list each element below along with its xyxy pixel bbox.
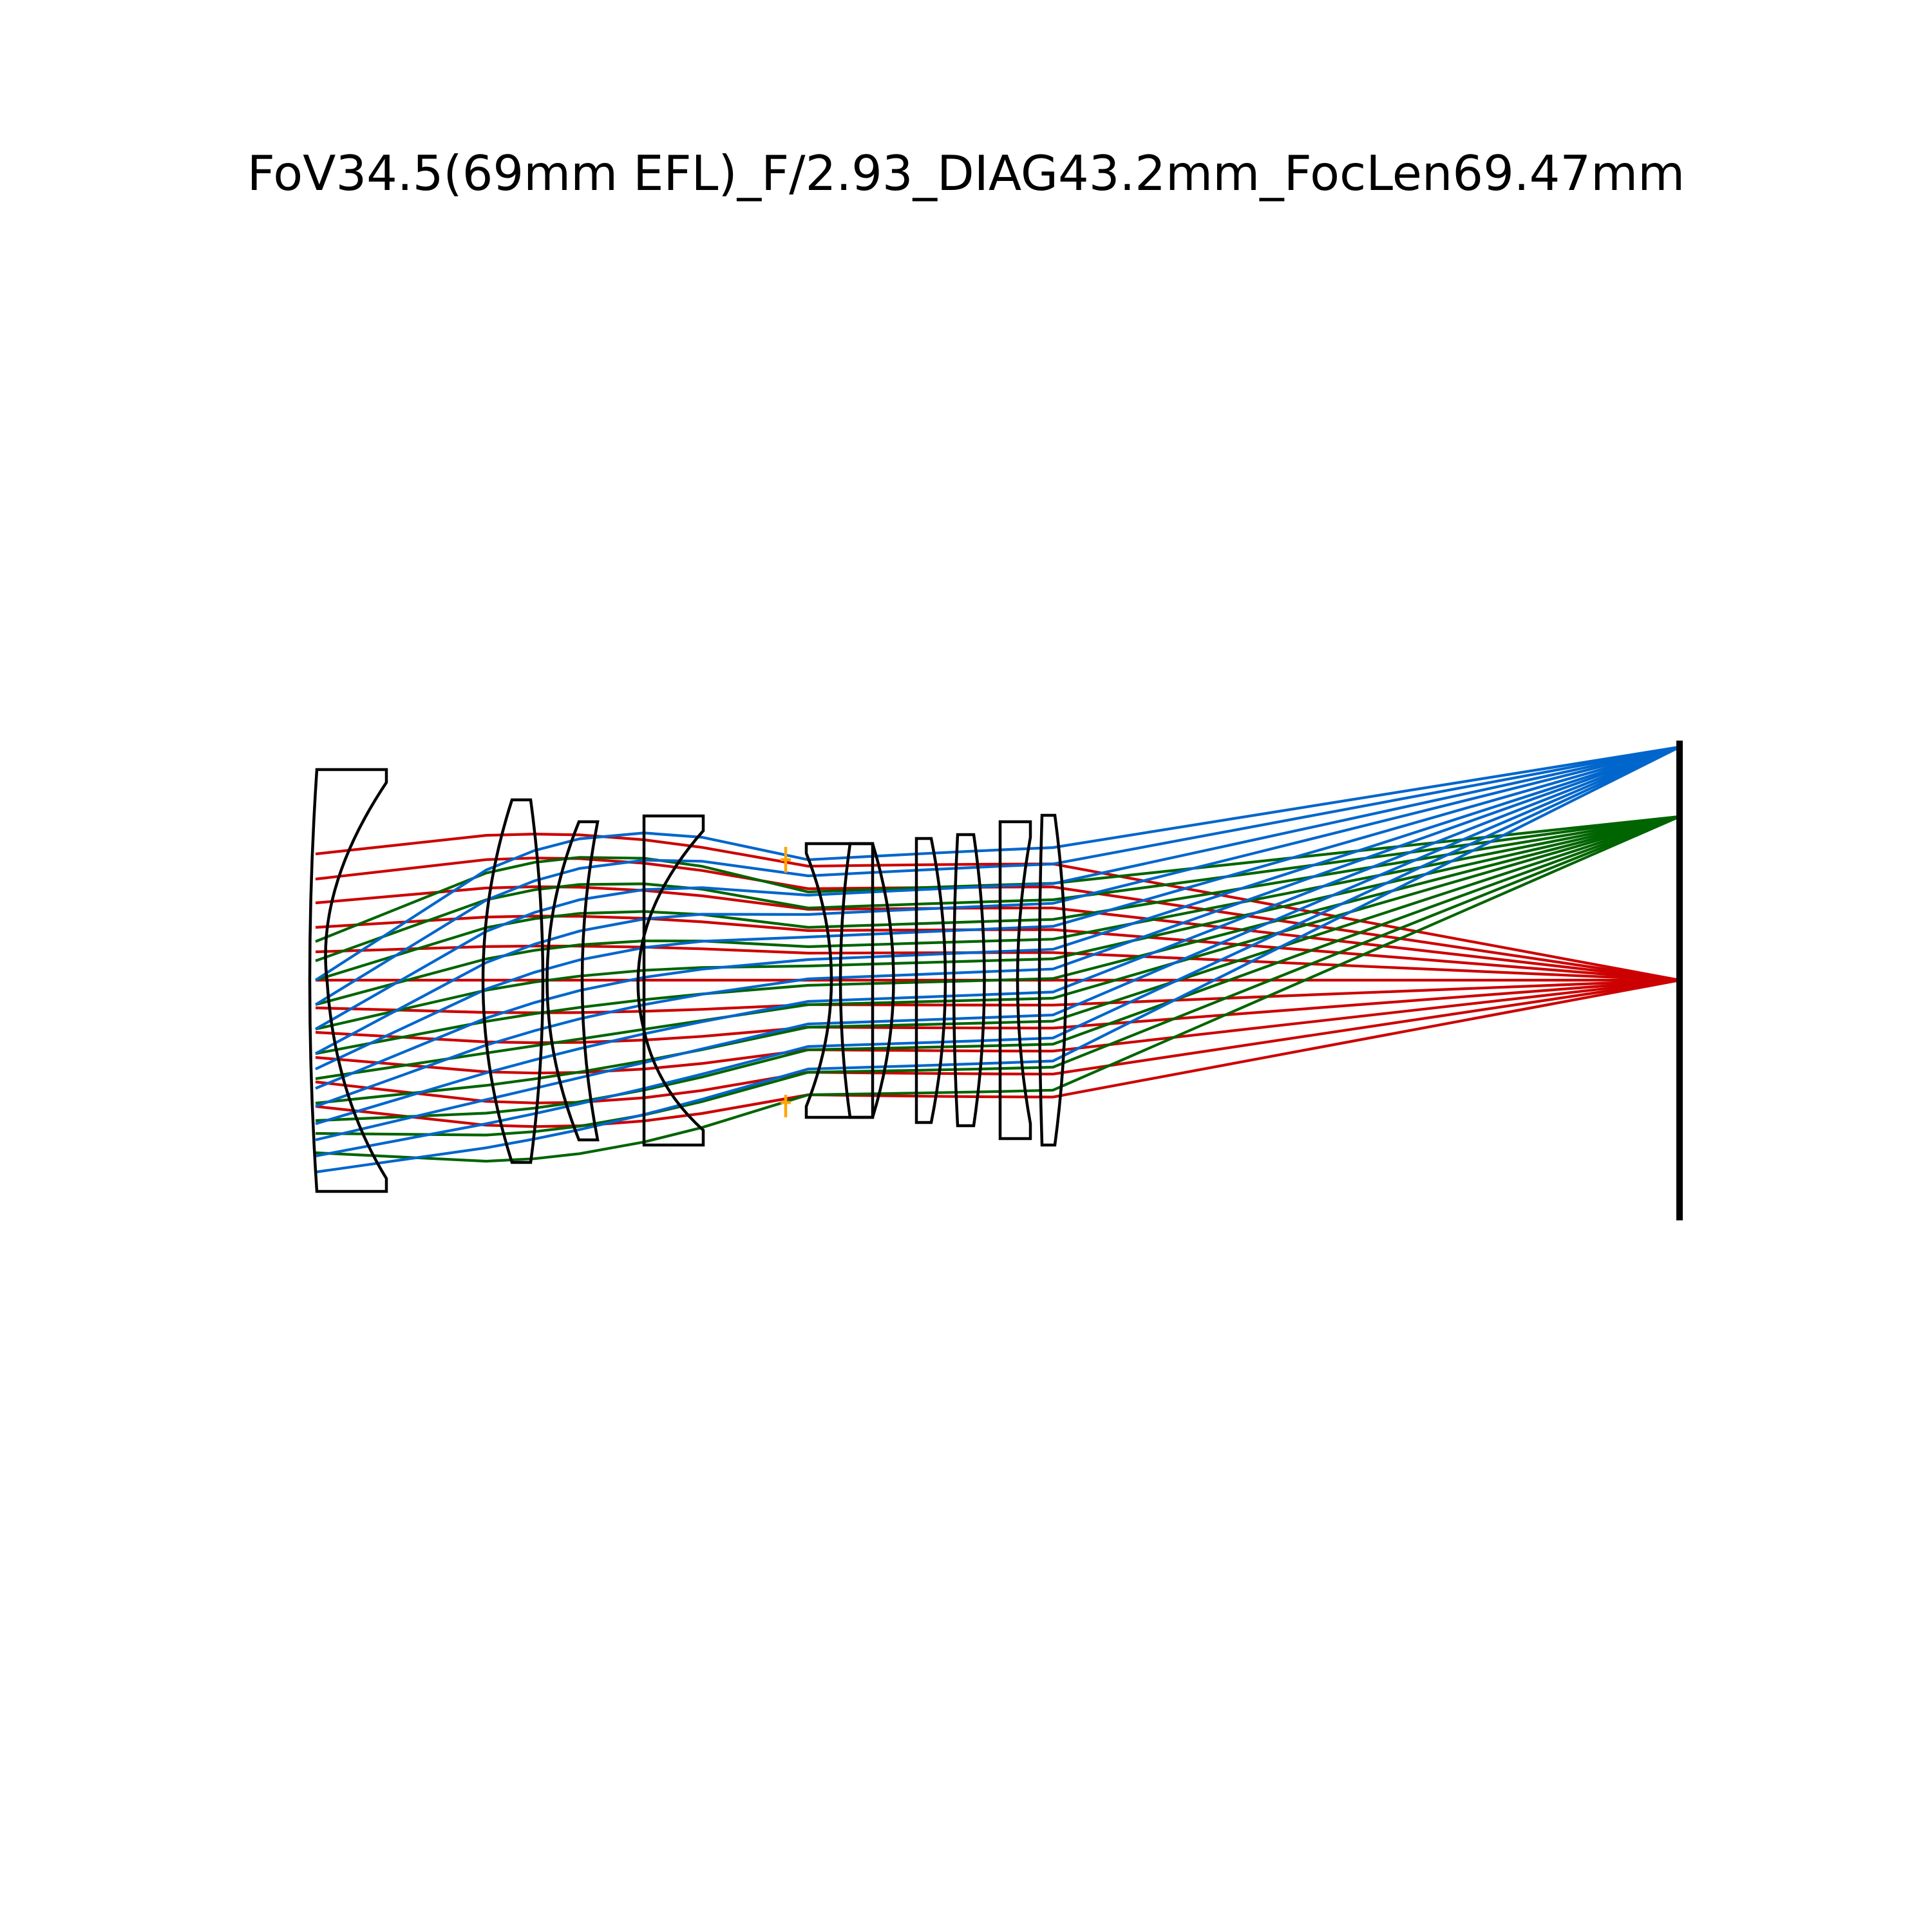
lens-element-2	[481, 798, 545, 1164]
lens-element-9	[998, 820, 1032, 1141]
ray	[315, 746, 1680, 1158]
ray	[314, 745, 1680, 1006]
ray	[315, 746, 1680, 1090]
ray	[315, 746, 1680, 1126]
ray	[315, 746, 1680, 1108]
ray	[315, 815, 1680, 982]
lens-element-5	[804, 842, 875, 1119]
diagram-title: FoV34.5(69mm EFL)_F/2.93_DIAG43.2mm_FocL…	[247, 145, 1685, 202]
ray	[315, 815, 1680, 1007]
ray-bundles	[314, 745, 1680, 1174]
ray	[315, 815, 1680, 1163]
ray	[315, 745, 1680, 1070]
ray	[315, 815, 1680, 1056]
ray	[315, 746, 1680, 1142]
ray	[315, 815, 1680, 1031]
ray	[315, 815, 1680, 1081]
ray	[315, 745, 1680, 1055]
ray	[315, 815, 1680, 1122]
lens-elements	[308, 768, 1068, 1193]
ray	[314, 745, 1680, 1030]
ray	[315, 815, 1680, 962]
ray	[315, 815, 1680, 1105]
lens-element-1	[308, 768, 388, 1193]
lens-element-10	[1037, 813, 1068, 1147]
lens-element-3	[545, 820, 600, 1142]
lens-element-4	[636, 814, 705, 1147]
lens-element-7	[914, 837, 947, 1124]
lens-element-6	[838, 842, 895, 1119]
lens-element-8	[952, 833, 986, 1128]
ray-bundle-edge	[314, 745, 1680, 1174]
aperture-stop	[781, 847, 791, 1117]
